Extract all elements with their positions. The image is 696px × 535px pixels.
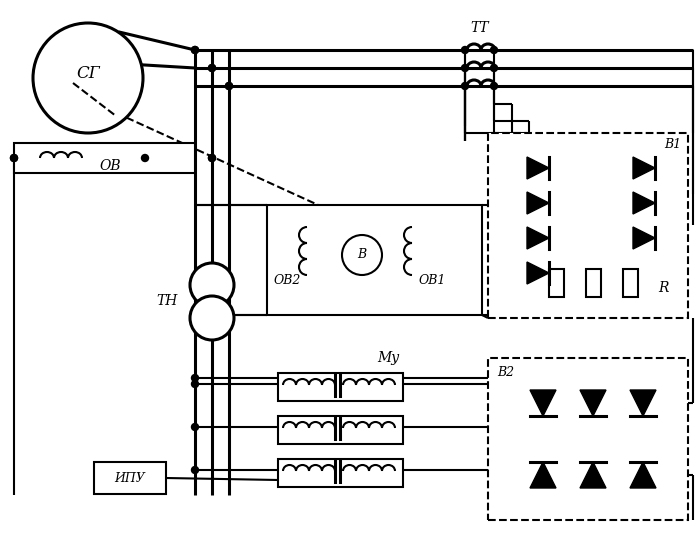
Circle shape xyxy=(191,380,198,387)
Circle shape xyxy=(141,155,148,162)
Bar xyxy=(586,269,601,297)
Circle shape xyxy=(209,65,216,72)
Circle shape xyxy=(226,82,232,89)
Polygon shape xyxy=(530,462,556,488)
Circle shape xyxy=(342,235,382,275)
Circle shape xyxy=(191,424,198,431)
Circle shape xyxy=(226,82,232,89)
Circle shape xyxy=(461,65,468,72)
Circle shape xyxy=(209,155,216,162)
Circle shape xyxy=(209,155,216,162)
Circle shape xyxy=(190,296,234,340)
Polygon shape xyxy=(580,462,606,488)
Bar xyxy=(14,143,195,173)
Text: R: R xyxy=(658,281,668,295)
Text: ОВ2: ОВ2 xyxy=(274,273,301,287)
Circle shape xyxy=(191,47,198,54)
Circle shape xyxy=(491,65,498,72)
Polygon shape xyxy=(633,227,655,249)
Text: В2: В2 xyxy=(498,365,514,378)
Text: ИПУ: ИПУ xyxy=(115,471,145,485)
Bar xyxy=(278,459,403,487)
Circle shape xyxy=(191,47,198,54)
Polygon shape xyxy=(527,227,549,249)
Text: В: В xyxy=(358,248,367,262)
Circle shape xyxy=(461,82,468,89)
Text: ОВ: ОВ xyxy=(100,159,121,173)
Bar xyxy=(488,358,688,520)
Polygon shape xyxy=(527,157,549,179)
Bar xyxy=(623,269,638,297)
Bar xyxy=(549,269,564,297)
Text: ОВ1: ОВ1 xyxy=(418,273,445,287)
Circle shape xyxy=(10,155,17,162)
Circle shape xyxy=(10,155,17,162)
Text: ТН: ТН xyxy=(157,294,177,308)
Polygon shape xyxy=(630,462,656,488)
Bar xyxy=(267,205,482,315)
Bar xyxy=(94,462,166,494)
Circle shape xyxy=(191,467,198,473)
Bar xyxy=(278,373,403,401)
Polygon shape xyxy=(527,192,549,214)
Circle shape xyxy=(209,65,216,72)
Circle shape xyxy=(491,82,498,89)
Bar xyxy=(278,416,403,444)
Text: СГ: СГ xyxy=(76,65,100,81)
Polygon shape xyxy=(530,390,556,416)
Polygon shape xyxy=(633,192,655,214)
Circle shape xyxy=(33,23,143,133)
Polygon shape xyxy=(633,157,655,179)
Circle shape xyxy=(491,47,498,54)
Text: В1: В1 xyxy=(665,139,681,151)
Circle shape xyxy=(191,374,198,381)
Text: ТТ: ТТ xyxy=(470,21,489,35)
Circle shape xyxy=(461,47,468,54)
Polygon shape xyxy=(630,390,656,416)
Circle shape xyxy=(190,263,234,307)
Polygon shape xyxy=(580,390,606,416)
Polygon shape xyxy=(527,262,549,284)
Text: Му: Му xyxy=(377,351,399,365)
Bar xyxy=(488,133,688,318)
